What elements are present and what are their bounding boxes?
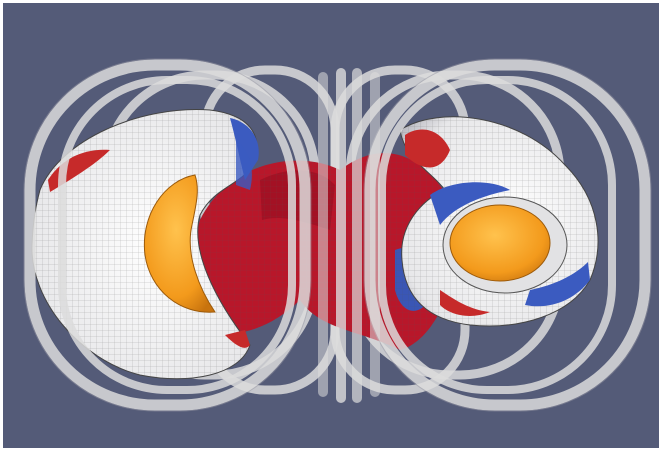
central-column: [336, 68, 346, 403]
blue-patch: [236, 140, 252, 190]
left-section: [31, 109, 259, 380]
right-section: [399, 116, 599, 327]
red-patch: [225, 330, 250, 348]
blue-patch: [430, 182, 510, 225]
red-patch: [405, 129, 450, 168]
central-column: [318, 72, 328, 397]
coil: [58, 76, 296, 394]
coil-edge: [23, 58, 312, 412]
core: [143, 174, 216, 313]
blue-patch: [525, 262, 590, 307]
coil: [24, 59, 311, 411]
red-patch: [440, 290, 490, 316]
front-coils: [23, 58, 652, 412]
coil: [378, 76, 616, 394]
central-column: [370, 72, 380, 397]
central-column: [352, 68, 362, 403]
core: [449, 204, 551, 282]
coil-edge: [363, 58, 652, 412]
